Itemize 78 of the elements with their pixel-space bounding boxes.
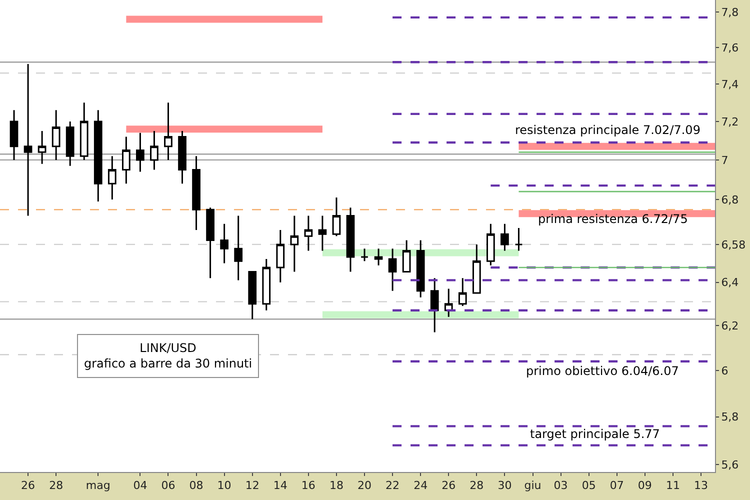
candlestick: [94, 109, 102, 202]
candlestick: [290, 214, 299, 272]
y-tick-label: 7: [721, 154, 728, 167]
candlestick: [276, 229, 285, 284]
y-tick-label: 5,6: [721, 458, 739, 472]
x-tick-label: 28: [49, 479, 64, 492]
candlestick: [430, 277, 439, 334]
x-tick-label: 06: [161, 479, 176, 492]
x-tick-label: 30: [498, 479, 512, 492]
x-tick-label: 13: [694, 479, 708, 492]
candlestick: [262, 258, 271, 312]
candlestick: [220, 223, 228, 264]
x-tick-label: 18: [329, 479, 344, 492]
candlestick: [332, 196, 341, 237]
candlestick: [66, 120, 74, 167]
x-tick-label: 03: [554, 479, 568, 492]
candlestick: [374, 248, 383, 266]
y-tick-label: 5,8: [721, 410, 739, 424]
candlestick: [304, 214, 313, 252]
candlestick: [150, 130, 158, 170]
candlestick: [458, 277, 467, 307]
candlestick: [52, 109, 60, 161]
annotation: resistenza principale 7.02/7.09: [515, 123, 700, 137]
y-tick-label: 7,6: [721, 42, 739, 55]
candlestick: [514, 227, 523, 252]
candlestick: [206, 206, 214, 279]
x-tick-label: mag: [86, 479, 110, 492]
x-tick-label: 26: [21, 479, 36, 492]
candlestick: [416, 240, 425, 298]
y-tick-label: 7,8: [721, 6, 739, 20]
x-tick-label: 04: [133, 479, 148, 492]
y-tick-label: 6,2: [721, 320, 739, 333]
candlestick: [318, 214, 327, 252]
candlestick: [80, 102, 88, 161]
candlestick: [360, 248, 369, 262]
candlestick: [234, 214, 243, 281]
candlestick: [346, 206, 355, 272]
candlestick: [122, 136, 130, 184]
y-tick-label: 6,4: [721, 276, 739, 290]
x-tick-label: 08: [189, 479, 204, 492]
x-tick-label: 05: [582, 479, 596, 492]
y-tick-label: 6: [721, 364, 728, 378]
x-tick-label: 20: [358, 479, 372, 492]
candlestick: [178, 130, 186, 184]
x-tick-label: 14: [273, 479, 288, 492]
annotation: LINK/USD grafico a barre da 30 minuti: [84, 341, 252, 371]
y-tick-label: 7,4: [721, 78, 739, 91]
candlestick: [444, 288, 453, 318]
candlestick: [24, 63, 32, 216]
x-tick-label: giu: [524, 479, 542, 492]
candlestick: [108, 155, 116, 200]
candlestick: [500, 223, 509, 252]
x-tick-label: 28: [470, 479, 484, 492]
x-tick-label: 26: [442, 479, 456, 492]
candlestick: [10, 109, 18, 161]
candlestick: [38, 130, 46, 165]
annotation: target principale 5.77: [530, 427, 660, 441]
y-tick-label: 6,58: [721, 238, 746, 252]
x-tick-label: 12: [245, 479, 260, 492]
x-tick-label: 24: [414, 479, 428, 492]
x-tick-label: 22: [386, 479, 400, 492]
x-tick-label: 10: [217, 479, 232, 492]
annotation: prima resistenza 6.72/75: [538, 212, 688, 226]
y-tick-label: 7,2: [721, 115, 739, 128]
candlestick: [192, 155, 200, 231]
x-tick-label: 09: [638, 479, 652, 492]
candlestick: [388, 248, 397, 292]
candlestick: [248, 270, 257, 320]
x-tick-label: 16: [301, 479, 316, 492]
candlestick: [486, 223, 495, 266]
candlestick: [472, 244, 481, 294]
candlestick: [402, 240, 411, 272]
x-tick-label: 07: [610, 479, 624, 492]
x-tick-label: 11: [666, 479, 680, 492]
candlestick: [136, 132, 144, 172]
y-tick-label: 6,8: [721, 193, 739, 206]
annotation: primo obiettivo 6.04/6.07: [526, 364, 679, 378]
candlestick: [164, 102, 172, 161]
